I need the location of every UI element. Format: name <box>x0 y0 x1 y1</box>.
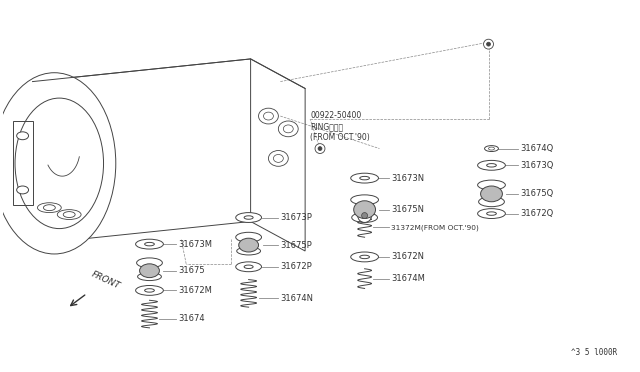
Text: 31675P: 31675P <box>280 241 312 250</box>
Ellipse shape <box>259 108 278 124</box>
Ellipse shape <box>145 289 154 292</box>
Ellipse shape <box>44 205 55 211</box>
Text: 31675N: 31675N <box>392 205 424 214</box>
Text: 31673N: 31673N <box>392 174 424 183</box>
Ellipse shape <box>351 252 378 262</box>
Ellipse shape <box>58 210 81 219</box>
Ellipse shape <box>264 112 273 120</box>
Ellipse shape <box>481 186 502 202</box>
Ellipse shape <box>484 145 499 151</box>
Ellipse shape <box>244 216 253 219</box>
Text: 31673Q: 31673Q <box>520 161 554 170</box>
Circle shape <box>318 147 322 151</box>
Ellipse shape <box>278 121 298 137</box>
Ellipse shape <box>17 186 29 194</box>
Circle shape <box>484 39 493 49</box>
Text: 31674N: 31674N <box>280 294 314 303</box>
Ellipse shape <box>15 98 104 229</box>
Ellipse shape <box>360 176 369 180</box>
Circle shape <box>358 209 372 222</box>
Ellipse shape <box>140 264 159 278</box>
Text: 31672M: 31672M <box>179 286 212 295</box>
Ellipse shape <box>145 243 154 246</box>
Text: FRONT: FRONT <box>90 269 122 291</box>
Text: 31672Q: 31672Q <box>520 209 554 218</box>
Ellipse shape <box>352 212 378 222</box>
Ellipse shape <box>38 203 61 212</box>
Ellipse shape <box>488 147 495 150</box>
Text: 31674Q: 31674Q <box>520 144 554 153</box>
Ellipse shape <box>136 285 163 295</box>
Text: 31674M: 31674M <box>392 274 425 283</box>
Ellipse shape <box>273 154 284 162</box>
Text: 31675: 31675 <box>179 266 205 275</box>
Ellipse shape <box>136 258 163 268</box>
Text: 31673P: 31673P <box>280 213 312 222</box>
Ellipse shape <box>236 232 262 242</box>
Ellipse shape <box>17 132 29 140</box>
Text: 00922-50400
RINGリング
(FROM OCT.'90): 00922-50400 RINGリング (FROM OCT.'90) <box>310 111 370 142</box>
Ellipse shape <box>63 212 75 218</box>
Ellipse shape <box>351 195 378 205</box>
Ellipse shape <box>360 255 369 259</box>
Ellipse shape <box>138 273 161 280</box>
Ellipse shape <box>477 209 506 218</box>
Text: 31675Q: 31675Q <box>520 189 554 198</box>
Ellipse shape <box>236 212 262 222</box>
Text: 31673M: 31673M <box>179 240 212 248</box>
Ellipse shape <box>239 238 259 252</box>
Text: 31674: 31674 <box>179 314 205 324</box>
Ellipse shape <box>479 197 504 207</box>
Ellipse shape <box>351 173 378 183</box>
Ellipse shape <box>244 265 253 269</box>
Ellipse shape <box>486 212 497 215</box>
Circle shape <box>486 42 490 46</box>
Ellipse shape <box>477 180 506 190</box>
Ellipse shape <box>284 125 293 133</box>
Ellipse shape <box>477 160 506 170</box>
Circle shape <box>315 144 325 154</box>
Ellipse shape <box>0 73 116 254</box>
Ellipse shape <box>237 247 260 255</box>
Ellipse shape <box>236 262 262 272</box>
Ellipse shape <box>136 239 163 249</box>
Text: 31672N: 31672N <box>392 253 424 262</box>
Ellipse shape <box>268 151 288 166</box>
Ellipse shape <box>354 201 376 218</box>
Text: 31372M(FROM OCT.'90): 31372M(FROM OCT.'90) <box>392 224 479 231</box>
Circle shape <box>362 212 367 218</box>
Text: ^3 5 l000R: ^3 5 l000R <box>571 349 618 357</box>
Ellipse shape <box>486 164 497 167</box>
Text: 31672P: 31672P <box>280 262 312 271</box>
